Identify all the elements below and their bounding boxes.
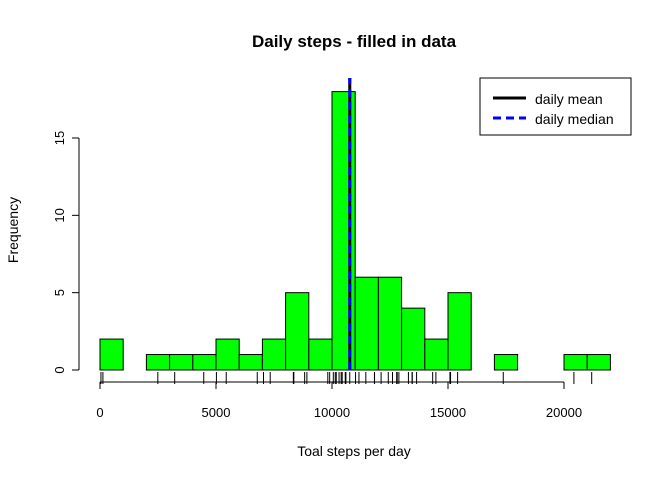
histogram-bar	[285, 292, 310, 371]
x-axis-label: Toal steps per day	[297, 443, 411, 459]
x-tick-label: 15000	[430, 405, 466, 420]
histogram-bar	[238, 354, 263, 371]
histogram-bar	[169, 354, 194, 371]
x-tick-label: 20000	[546, 405, 582, 420]
legend-label-mean: daily mean	[535, 91, 603, 107]
histogram-bar	[145, 354, 171, 371]
histogram-bar	[215, 338, 240, 371]
chart-title: Daily steps - filled in data	[252, 32, 457, 51]
y-axis-label: Frequency	[5, 197, 21, 263]
legend-box	[479, 77, 632, 136]
legend: daily mean daily median	[479, 77, 632, 136]
histogram-bar	[377, 276, 403, 371]
x-tick-label: 0	[96, 405, 103, 420]
y-tick-label: 15	[52, 131, 67, 145]
histogram-bar	[424, 338, 449, 371]
y-axis: 0 5 10 15	[52, 131, 80, 374]
x-tick-label: 5000	[202, 405, 231, 420]
histogram-bar	[192, 354, 217, 371]
x-axis: 0 5000 10000 15000 20000	[96, 381, 582, 420]
x-tick-label: 10000	[314, 405, 350, 420]
bars-group	[99, 91, 611, 371]
histogram-bar	[331, 91, 356, 371]
y-tick-label: 5	[52, 289, 67, 296]
histogram-bar	[401, 307, 426, 371]
histogram-bar	[563, 354, 588, 371]
histogram-bar	[308, 338, 333, 371]
histogram-bar	[99, 338, 124, 371]
legend-label-median: daily median	[535, 111, 614, 127]
histogram-bar	[586, 354, 611, 371]
histogram-bar	[447, 292, 472, 371]
histogram-bar	[354, 276, 379, 371]
y-tick-label: 10	[52, 208, 67, 222]
histogram-bar	[261, 338, 287, 371]
histogram-bar	[493, 354, 519, 371]
y-tick-label: 0	[52, 366, 67, 373]
